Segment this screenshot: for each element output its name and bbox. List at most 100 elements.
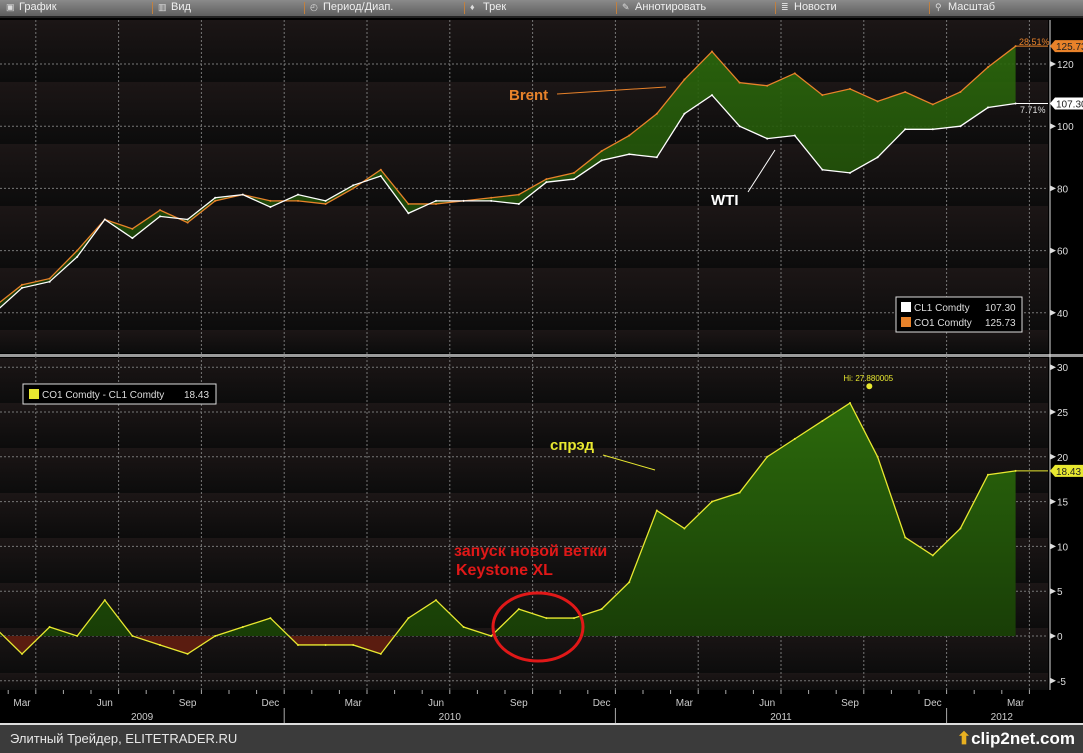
legend-value-spread: 18.43 [184, 390, 209, 401]
legend-label-wti: CL1 Comdty [914, 303, 970, 314]
top-panel-band [0, 268, 1048, 330]
toolbar-item-label: Период/Диап. [323, 1, 394, 13]
bottom-plot [0, 402, 1017, 655]
wti-point [103, 218, 106, 221]
wti-point [793, 134, 796, 137]
toolbar-item-5[interactable]: ≣ Новости [781, 1, 837, 13]
brent-point [159, 209, 161, 212]
y-tick-marker [1050, 453, 1056, 460]
bottom-panel-band [0, 448, 1048, 493]
spread-point [987, 473, 989, 476]
legend-label-brent: CO1 Comdty [914, 318, 972, 329]
brent-point [186, 221, 189, 224]
toolbar-item-1[interactable]: ▥ Вид [158, 1, 191, 13]
y-tick-marker [1050, 409, 1056, 415]
brent-last-value: 125.73 [1056, 42, 1083, 53]
wti-point [683, 112, 686, 115]
y-tick-marker [1050, 677, 1056, 684]
spread-point [849, 402, 851, 405]
y-tick-label: 25 [1057, 408, 1069, 419]
brent-point [573, 171, 575, 174]
top-panel-band [0, 20, 1048, 82]
toolbar-item-6[interactable]: ⚲ Масштаб [935, 1, 995, 13]
y-tick-marker [1050, 364, 1056, 371]
brent-point [269, 199, 272, 202]
brent-point [435, 202, 437, 205]
wti-change-label: 7.71% [1020, 105, 1046, 115]
x-month-label: Mar [676, 698, 694, 709]
footer: Элитный Трейдер, ELITETRADER.RU ⬆clip2ne… [0, 723, 1083, 753]
toolbar-item-label: График [19, 1, 57, 13]
wti-point [876, 156, 879, 159]
spread-point [959, 527, 962, 530]
spread-point [876, 455, 879, 458]
toolbar-separator [152, 2, 153, 14]
spread-point [766, 455, 769, 458]
spread-last-value: 18.43 [1056, 467, 1081, 478]
high-marker [866, 383, 873, 390]
wti-last-value: 107.30 [1056, 99, 1083, 110]
wti-point [490, 199, 493, 202]
spread-point [76, 635, 79, 637]
brent-annotation: Brent [509, 87, 548, 104]
toolbar-item-2[interactable]: ◴ Период/Диап. [310, 1, 393, 13]
brent-annotation-pointer [556, 86, 667, 95]
wti-point [48, 280, 51, 283]
wti-point [904, 128, 907, 131]
toolbar-separator [775, 2, 776, 14]
toolbar-separator [616, 2, 617, 14]
y-tick-label: 40 [1057, 309, 1069, 320]
spread-point [159, 643, 161, 646]
spread-point [21, 652, 23, 655]
wti-point [241, 193, 244, 196]
spread-positive-fill [0, 403, 1016, 636]
legend-label-spread: CO1 Comdty - CL1 Comdty [42, 390, 164, 401]
toolbar-item-0[interactable]: ▣ График [6, 1, 57, 13]
brent-change-label: 28.51% [1019, 37, 1050, 47]
wti-point [766, 137, 769, 140]
wti-point [324, 199, 327, 202]
y-tick-label: 80 [1057, 184, 1069, 195]
spread-point [407, 617, 410, 620]
brent-point [48, 277, 51, 280]
high-label: Hi: 27.880005 [843, 374, 893, 383]
x-month-label: Dec [262, 698, 280, 709]
wti-point [159, 215, 161, 218]
wti-point [573, 178, 575, 181]
brent-point [490, 196, 493, 199]
wti-point [600, 159, 603, 162]
x-month-label: Sep [841, 698, 859, 709]
toolbar-item-4[interactable]: ✎ Аннотировать [622, 1, 706, 13]
y-tick-label: 100 [1057, 122, 1074, 133]
x-month-label: Jun [97, 698, 113, 709]
spread-point [103, 599, 106, 602]
brent-point [821, 94, 824, 97]
spread-point [48, 626, 51, 629]
x-year-label: 2010 [439, 712, 462, 723]
wti-point [931, 128, 934, 131]
x-year-label: 2009 [131, 712, 154, 723]
wti-point [821, 168, 824, 171]
brent-point [379, 168, 382, 171]
toolbar-item-label: Масштаб [948, 1, 996, 13]
wti-point [214, 196, 217, 199]
track-icon: ♦ [470, 2, 475, 12]
spread-annotation-pointer [602, 454, 656, 471]
toolbar: ▣ График ▥ Вид ◴ Период/Диап. ♦ Трек ✎ Аннотирова… [0, 0, 1083, 18]
x-axis-band [0, 690, 1083, 723]
y-tick-marker [1050, 247, 1056, 254]
wti-series-line [0, 94, 1016, 309]
spread-point [186, 652, 189, 655]
toolbar-item-label: Трек [483, 1, 507, 13]
y-tick-marker [1050, 633, 1056, 639]
brent-series-line [0, 45, 1016, 303]
spread-point [821, 419, 824, 422]
chart-area: 406080100120125.73107.3028.51%7.71%Brent… [0, 18, 1083, 723]
y-tick-marker [1050, 61, 1056, 67]
toolbar-item-3[interactable]: ♦ Трек [470, 1, 506, 13]
y-tick-label: 20 [1057, 453, 1069, 464]
wti-annotation: WTI [711, 192, 739, 209]
annotate-pencil-icon: ✎ [622, 2, 630, 12]
x-month-label: Mar [13, 698, 31, 709]
y-tick-label: 5 [1057, 587, 1063, 598]
